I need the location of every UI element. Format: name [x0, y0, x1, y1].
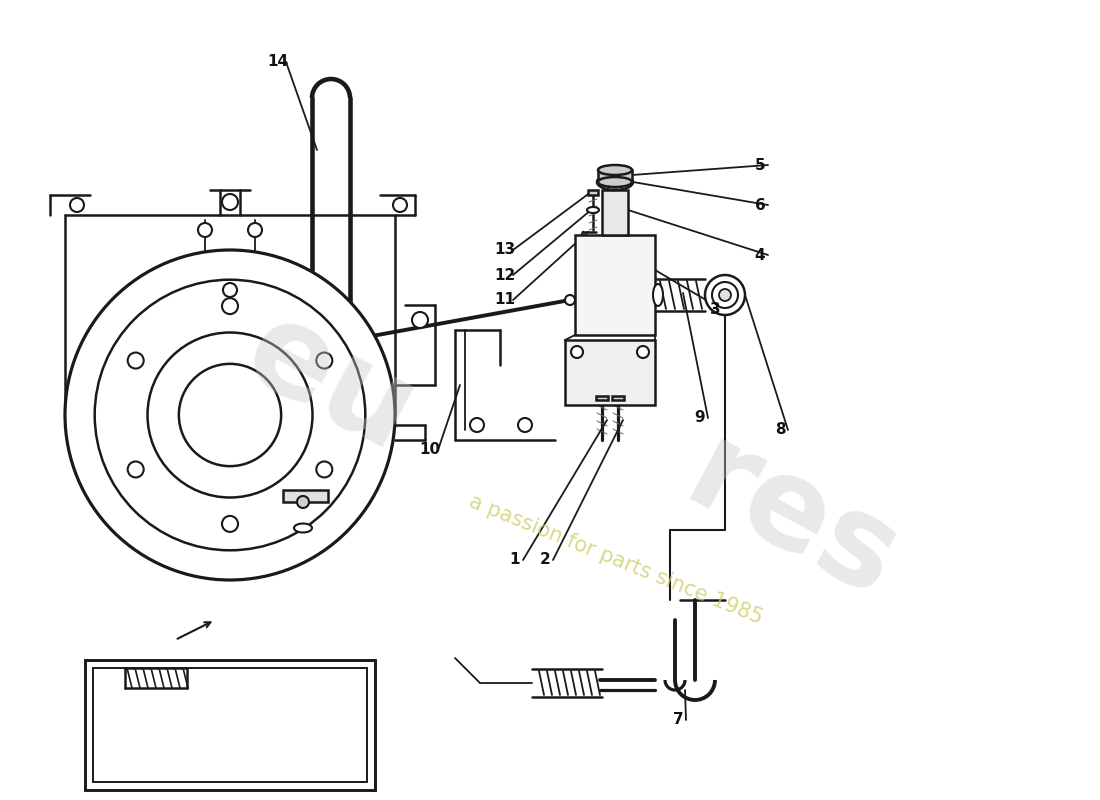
Ellipse shape — [598, 177, 632, 187]
Circle shape — [712, 282, 738, 308]
Text: 14: 14 — [267, 54, 288, 70]
Circle shape — [317, 353, 332, 369]
Circle shape — [222, 194, 238, 210]
Circle shape — [571, 346, 583, 358]
Bar — [94, 668, 367, 782]
Text: res: res — [667, 414, 917, 626]
Text: 4: 4 — [755, 247, 766, 262]
Circle shape — [705, 275, 745, 315]
Ellipse shape — [294, 523, 312, 533]
Bar — [588, 190, 598, 195]
Circle shape — [70, 198, 84, 212]
Circle shape — [128, 462, 144, 478]
Bar — [596, 396, 608, 400]
Circle shape — [128, 353, 144, 369]
Circle shape — [393, 198, 407, 212]
Text: 5: 5 — [755, 158, 766, 173]
Text: 11: 11 — [495, 293, 516, 307]
Bar — [575, 235, 654, 335]
Bar — [283, 490, 328, 502]
Circle shape — [317, 462, 332, 478]
Circle shape — [179, 364, 282, 466]
Ellipse shape — [587, 207, 600, 213]
Bar — [598, 170, 632, 182]
Circle shape — [222, 298, 238, 314]
Text: 13: 13 — [494, 242, 516, 258]
Circle shape — [147, 333, 312, 498]
Circle shape — [65, 250, 395, 580]
Text: a passion for parts since 1985: a passion for parts since 1985 — [466, 492, 766, 628]
Circle shape — [518, 418, 532, 432]
Bar — [612, 396, 624, 400]
Text: 7: 7 — [673, 713, 683, 727]
Ellipse shape — [602, 177, 628, 187]
Circle shape — [95, 280, 365, 550]
Circle shape — [222, 516, 238, 532]
Circle shape — [198, 223, 212, 237]
Text: 10: 10 — [419, 442, 441, 458]
Text: 1: 1 — [509, 553, 520, 567]
Ellipse shape — [653, 284, 663, 306]
Bar — [85, 660, 375, 790]
Text: 9: 9 — [695, 410, 705, 426]
Circle shape — [637, 346, 649, 358]
Circle shape — [297, 496, 309, 508]
Text: 8: 8 — [774, 422, 785, 438]
Circle shape — [412, 312, 428, 328]
Circle shape — [565, 295, 575, 305]
Text: 2: 2 — [540, 553, 550, 567]
Text: 3: 3 — [710, 302, 720, 318]
Text: 12: 12 — [494, 267, 516, 282]
Ellipse shape — [598, 165, 632, 175]
Circle shape — [223, 283, 236, 297]
Bar — [565, 340, 654, 405]
Bar — [602, 190, 628, 235]
Circle shape — [248, 223, 262, 237]
Circle shape — [470, 418, 484, 432]
Circle shape — [719, 289, 732, 301]
Text: eu: eu — [224, 290, 436, 478]
Ellipse shape — [597, 174, 632, 190]
Text: 6: 6 — [755, 198, 766, 213]
